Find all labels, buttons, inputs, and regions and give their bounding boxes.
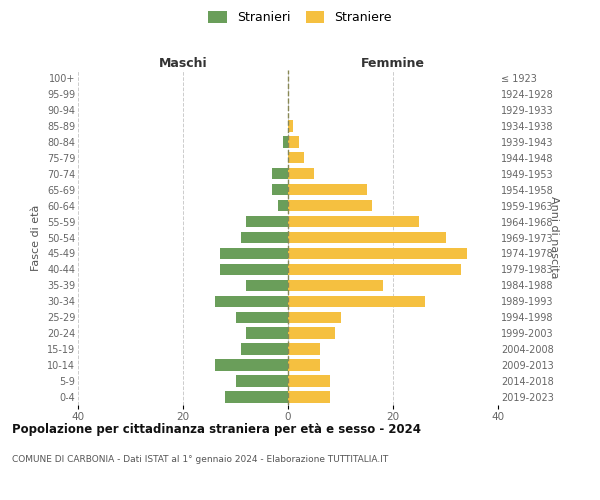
Bar bbox=[220, 248, 288, 259]
Bar bbox=[215, 360, 288, 371]
Bar bbox=[288, 344, 320, 355]
Bar bbox=[288, 216, 419, 228]
Bar bbox=[288, 312, 341, 323]
Bar bbox=[288, 168, 314, 179]
Bar bbox=[288, 264, 461, 275]
Bar bbox=[288, 152, 304, 164]
Bar bbox=[246, 216, 288, 228]
Bar bbox=[246, 280, 288, 291]
Bar bbox=[288, 248, 467, 259]
Bar bbox=[241, 232, 288, 243]
Bar bbox=[277, 200, 288, 211]
Bar bbox=[288, 184, 367, 196]
Text: Popolazione per cittadinanza straniera per età e sesso - 2024: Popolazione per cittadinanza straniera p… bbox=[12, 422, 421, 436]
Bar bbox=[272, 184, 288, 196]
Bar bbox=[288, 392, 330, 403]
Y-axis label: Fasce di età: Fasce di età bbox=[31, 204, 41, 270]
Text: COMUNE DI CARBONIA - Dati ISTAT al 1° gennaio 2024 - Elaborazione TUTTITALIA.IT: COMUNE DI CARBONIA - Dati ISTAT al 1° ge… bbox=[12, 455, 388, 464]
Bar bbox=[215, 296, 288, 307]
Bar bbox=[288, 280, 383, 291]
Text: Maschi: Maschi bbox=[158, 57, 208, 70]
Bar bbox=[235, 376, 288, 387]
Bar bbox=[235, 312, 288, 323]
Bar bbox=[288, 328, 335, 339]
Bar bbox=[220, 264, 288, 275]
Bar bbox=[288, 376, 330, 387]
Text: Femmine: Femmine bbox=[361, 57, 425, 70]
Y-axis label: Anni di nascita: Anni di nascita bbox=[549, 196, 559, 279]
Bar bbox=[283, 136, 288, 147]
Bar bbox=[241, 344, 288, 355]
Bar bbox=[288, 360, 320, 371]
Bar bbox=[288, 200, 372, 211]
Bar bbox=[272, 168, 288, 179]
Bar bbox=[288, 232, 445, 243]
Bar bbox=[246, 328, 288, 339]
Legend: Stranieri, Straniere: Stranieri, Straniere bbox=[203, 6, 397, 29]
Bar bbox=[288, 296, 425, 307]
Bar bbox=[225, 392, 288, 403]
Bar bbox=[288, 120, 293, 132]
Bar bbox=[288, 136, 299, 147]
